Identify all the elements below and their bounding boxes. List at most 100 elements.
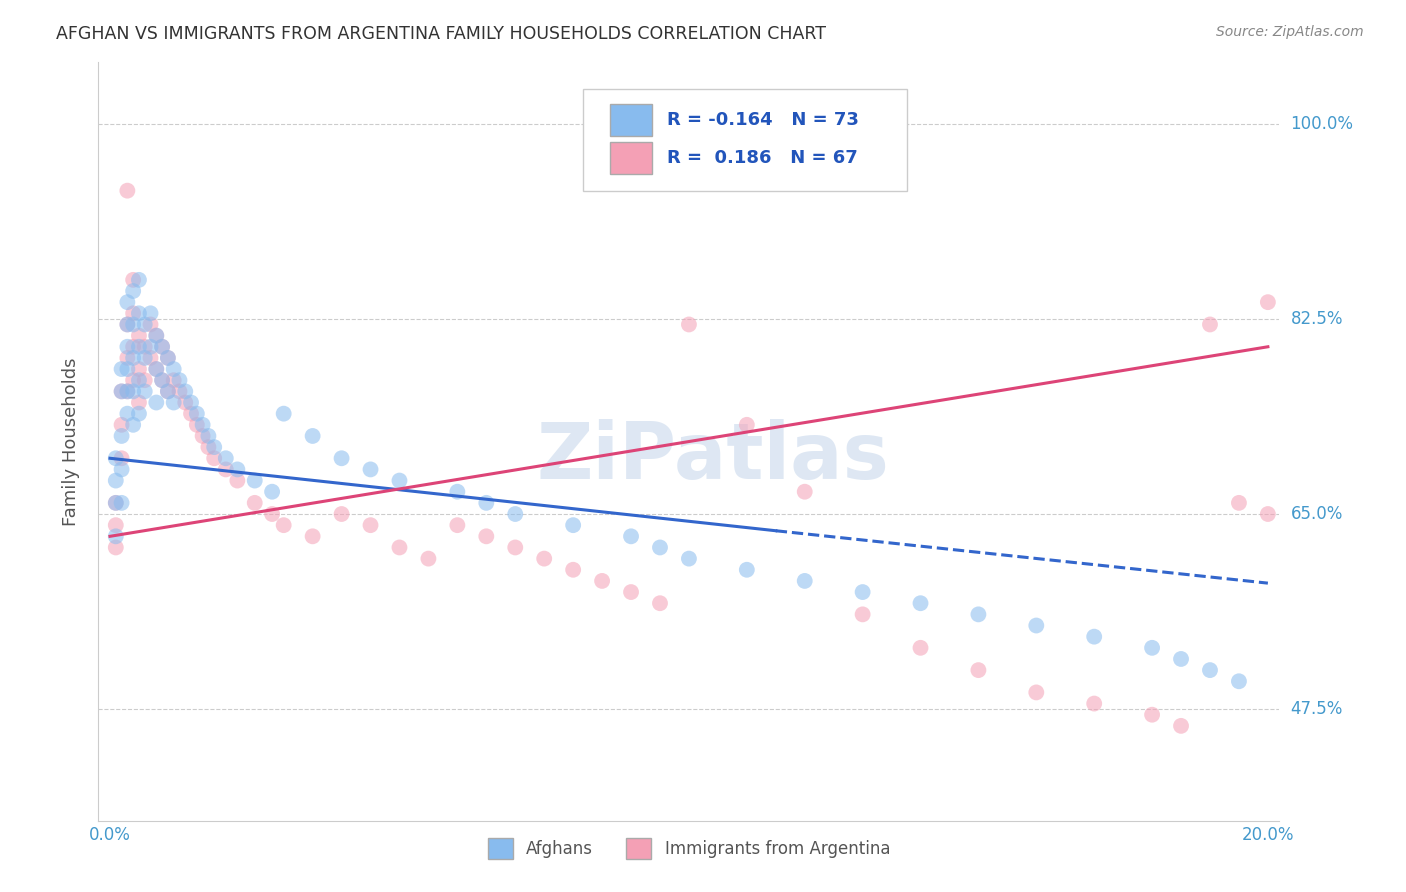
Point [1140,707,1163,722]
Point [163,395,186,409]
Point [122,273,145,287]
Legend: Afghans, Immigrants from Argentina: Afghans, Immigrants from Argentina [481,831,897,865]
Point [243,474,266,488]
Point [150,340,173,354]
Point [330,507,353,521]
Point [243,496,266,510]
Point [330,451,353,466]
Point [191,417,214,432]
Point [117,384,139,399]
Point [360,518,382,533]
Point [1257,507,1279,521]
Point [117,351,139,365]
Point [793,574,815,588]
Point [262,484,284,499]
Point [122,284,145,298]
Point [388,541,411,555]
Point [388,474,411,488]
Text: AFGHAN VS IMMIGRANTS FROM ARGENTINA FAMILY HOUSEHOLDS CORRELATION CHART: AFGHAN VS IMMIGRANTS FROM ARGENTINA FAMI… [56,25,827,43]
Point [191,429,214,443]
Point [122,351,145,365]
Point [1140,640,1163,655]
Point [139,306,162,320]
Point [156,351,179,365]
Text: ZiPatlas: ZiPatlas [536,418,889,495]
Point [128,328,150,343]
Point [197,429,219,443]
Point [122,306,145,320]
Point [104,496,127,510]
Point [852,607,875,622]
Point [117,384,139,399]
Point [150,373,173,387]
Point [104,451,127,466]
Point [110,417,132,432]
Point [503,507,526,521]
Point [793,484,815,499]
Text: Source: ZipAtlas.com: Source: ZipAtlas.com [1216,25,1364,39]
FancyBboxPatch shape [610,104,652,136]
Point [110,451,132,466]
Point [104,529,127,543]
Point [1227,674,1250,689]
Point [145,328,167,343]
Point [1083,630,1105,644]
Point [562,518,585,533]
Point [128,407,150,421]
Point [156,351,179,365]
Point [134,318,156,332]
Point [128,395,150,409]
Point [117,295,139,310]
Point [648,596,671,610]
Point [446,484,468,499]
Point [1199,663,1222,677]
Point [1025,618,1047,632]
Point [591,574,613,588]
Point [110,362,132,376]
Point [1170,652,1192,666]
Point [145,328,167,343]
Point [562,563,585,577]
Point [418,551,440,566]
Point [174,395,197,409]
Point [110,462,132,476]
Point [122,417,145,432]
Text: R =  0.186   N = 67: R = 0.186 N = 67 [666,149,858,167]
Point [1170,719,1192,733]
Point [262,507,284,521]
Point [174,384,197,399]
Point [134,351,156,365]
Point [620,529,643,543]
Point [139,340,162,354]
Point [1199,318,1222,332]
Point [117,340,139,354]
Point [226,474,249,488]
Point [145,395,167,409]
Point [202,451,225,466]
Point [145,362,167,376]
Point [180,395,202,409]
Point [186,407,208,421]
Y-axis label: Family Households: Family Households [62,358,80,525]
Point [145,362,167,376]
Point [134,373,156,387]
Point [620,585,643,599]
Point [273,407,295,421]
Point [128,306,150,320]
Point [169,373,191,387]
Point [156,384,179,399]
Point [1257,295,1279,310]
Point [735,417,758,432]
Text: 47.5%: 47.5% [1291,700,1343,718]
Point [104,496,127,510]
Point [110,496,132,510]
Point [117,318,139,332]
Point [156,384,179,399]
Point [226,462,249,476]
Point [301,529,323,543]
FancyBboxPatch shape [610,142,652,174]
Point [128,362,150,376]
Point [117,184,139,198]
Point [122,340,145,354]
Point [910,596,932,610]
